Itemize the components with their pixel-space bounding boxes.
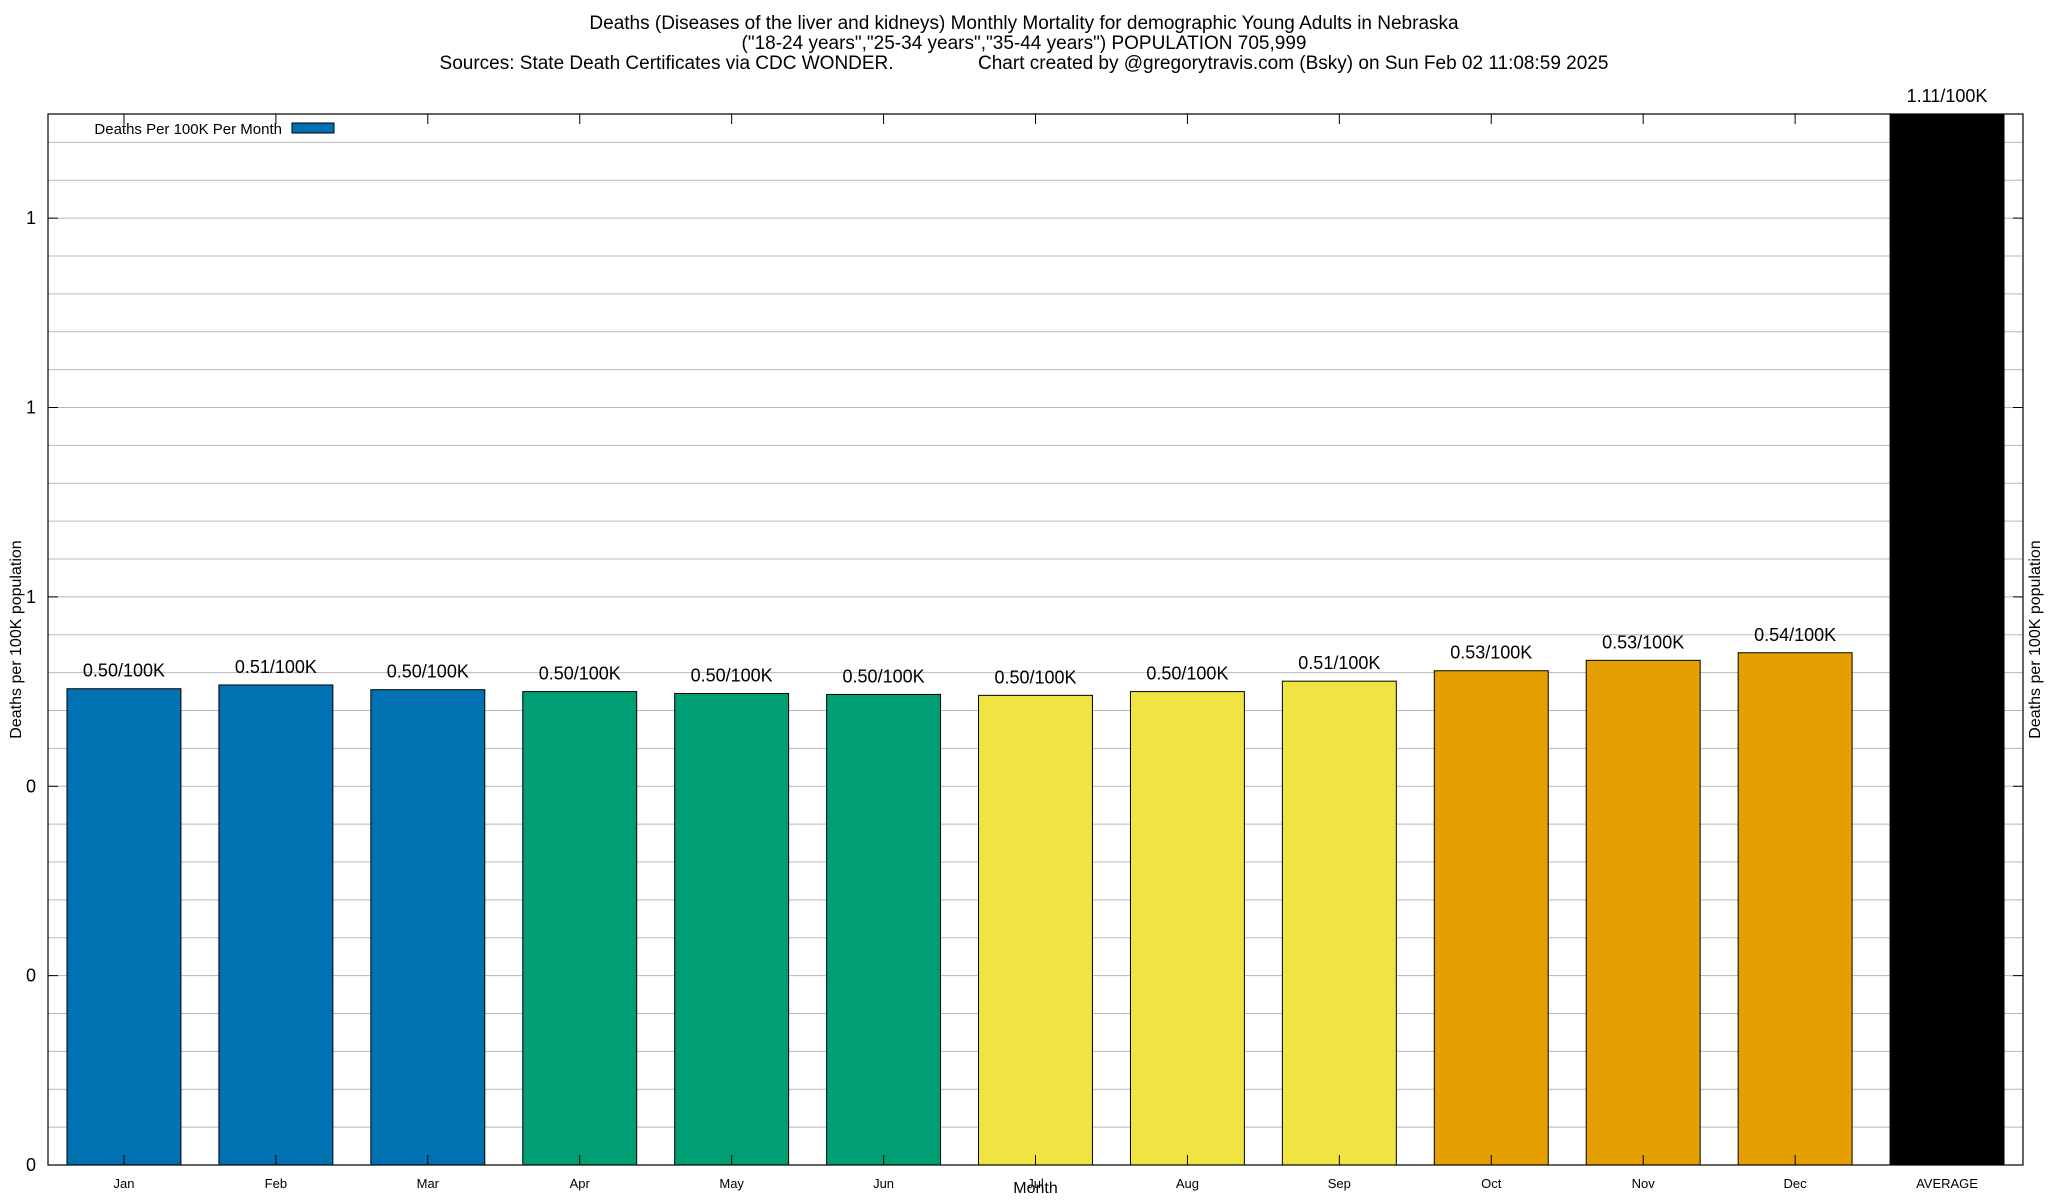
bar-value-label: 0.51/100K <box>235 657 317 677</box>
x-tick-label: Jan <box>113 1176 134 1191</box>
bar-value-label: 0.50/100K <box>843 666 925 686</box>
bar-value-label: 0.53/100K <box>1450 643 1532 663</box>
x-tick-label: Oct <box>1481 1176 1502 1191</box>
chart-subtitle: ("18-24 years","25-34 years","35-44 year… <box>741 33 1307 54</box>
bar-value-label: 0.51/100K <box>1298 653 1380 673</box>
bar-mar <box>370 689 486 1166</box>
bar-apr <box>522 691 638 1166</box>
axis-ticks: 0 0 0 1 1 1 <box>26 114 2023 1175</box>
y-tick-label: 0 <box>26 776 36 796</box>
y-tick-label: 1 <box>26 398 36 418</box>
bar-average <box>1889 113 2005 1166</box>
x-tick-label: Sep <box>1328 1176 1351 1191</box>
chart-title: Deaths (Diseases of the liver and kidney… <box>589 13 1459 34</box>
y-tick-label: 1 <box>26 587 36 607</box>
x-tick-label: May <box>719 1176 744 1191</box>
legend-label: Deaths Per 100K Per Month <box>94 121 282 138</box>
x-tick-label: Feb <box>265 1176 287 1191</box>
bar-value-labels: Jan 0.50/100K Feb 0.51/100K Mar 0.50/100K Apr 0… <box>83 86 1987 1191</box>
x-tick-label: Aug <box>1176 1176 1199 1191</box>
y-tick-label: 0 <box>26 1155 36 1175</box>
legend-swatch <box>291 122 335 134</box>
x-tick-label: Nov <box>1632 1176 1656 1191</box>
bar-nov <box>1585 659 1701 1166</box>
y-axis-title-right: Deaths per 100K population <box>2027 540 2044 738</box>
bar-may <box>674 692 790 1166</box>
y-axis-title: Deaths per 100K population <box>8 540 25 738</box>
bar-value-label: 0.53/100K <box>1602 632 1684 652</box>
y-tick-label: 0 <box>26 966 36 986</box>
chart-source-line: Sources: State Death Certificates via CD… <box>439 53 1609 74</box>
bar-jun <box>826 693 942 1166</box>
x-tick-label: Mar <box>417 1176 440 1191</box>
x-tick-label: Jun <box>873 1176 894 1191</box>
x-tick-label: Jul <box>1027 1176 1044 1191</box>
x-tick-label: AVERAGE <box>1916 1176 1978 1191</box>
bar-aug <box>1129 691 1245 1166</box>
legend: Deaths Per 100K Per Month <box>94 121 335 138</box>
x-tick-label: Dec <box>1784 1176 1808 1191</box>
bar-value-label: 0.50/100K <box>83 661 165 681</box>
bar-oct <box>1433 670 1549 1166</box>
bar-value-label: 0.50/100K <box>994 667 1076 687</box>
x-axis-title: Month <box>1013 1180 1057 1197</box>
bar-value-label: 0.50/100K <box>1146 664 1228 684</box>
bar-value-label: 1.11/100K <box>1907 86 1988 106</box>
chart-header: Deaths (Diseases of the liver and kidney… <box>0 14 2048 74</box>
y-tick-label: 1 <box>26 208 36 228</box>
bars <box>66 113 2005 1166</box>
bar-sep <box>1281 680 1397 1166</box>
bar-value-label: 0.54/100K <box>1754 625 1836 645</box>
bar-value-label: 0.50/100K <box>539 664 621 684</box>
bar-dec <box>1737 652 1853 1166</box>
bar-jan <box>66 688 182 1166</box>
x-tick-label: Apr <box>570 1176 591 1191</box>
bar-feb <box>218 684 334 1166</box>
bar-value-label: 0.50/100K <box>387 662 469 682</box>
plot-frame <box>47 113 2024 1166</box>
bar-value-label: 0.50/100K <box>691 665 773 685</box>
bar-jul <box>978 694 1093 1166</box>
